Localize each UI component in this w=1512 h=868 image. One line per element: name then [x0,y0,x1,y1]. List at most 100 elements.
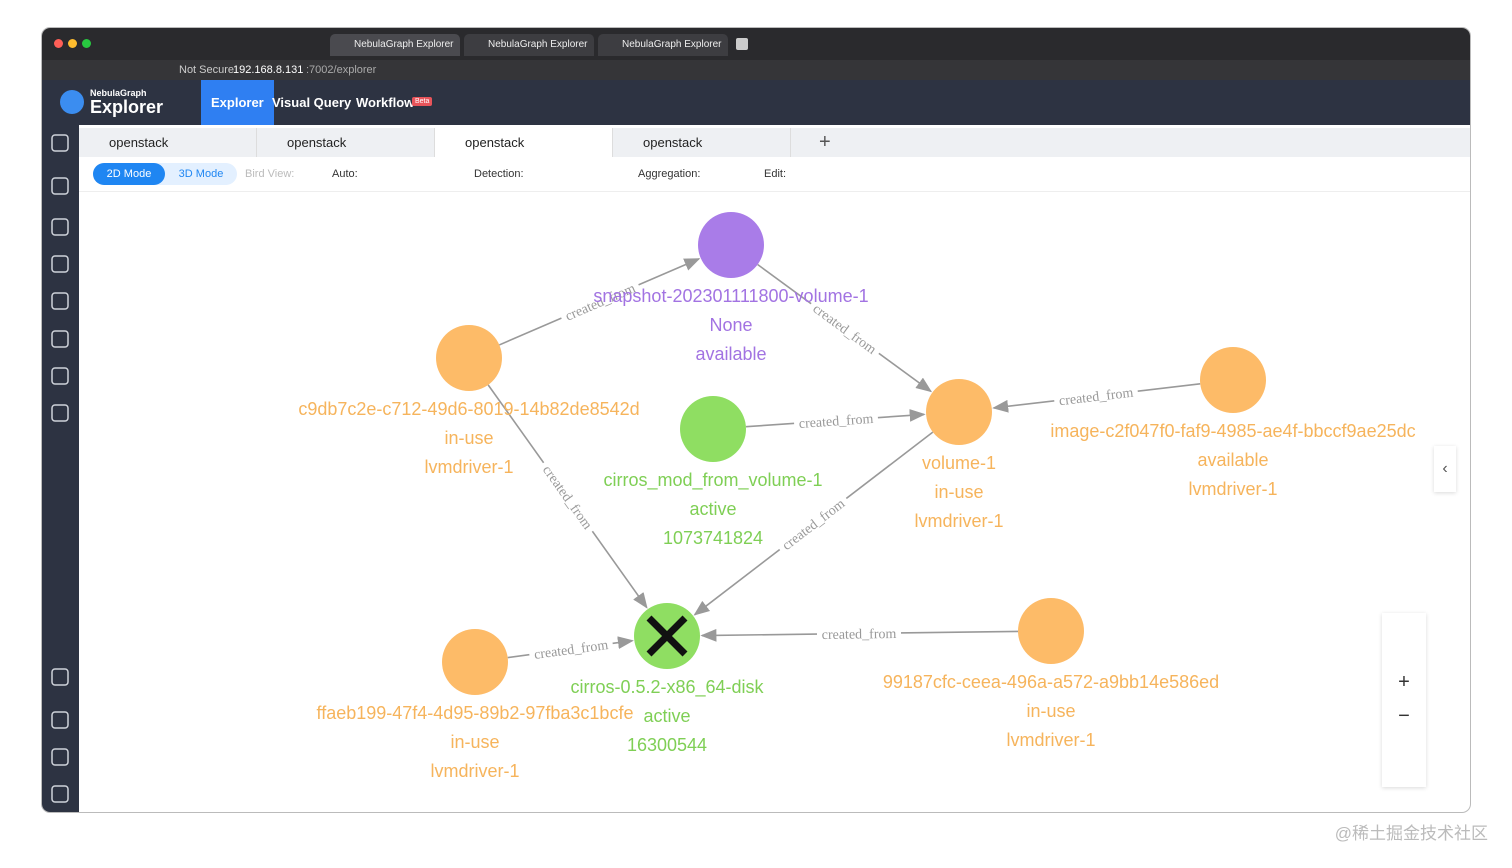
sidebar-icon[interactable] [51,255,69,273]
edge-label: created_from [810,302,879,358]
node [926,379,992,445]
node-label: in-use [1026,701,1075,721]
sidebar-icon[interactable] [51,668,69,686]
title-bar: NebulaGraph Explorer NebulaGraph Explore… [42,28,1470,60]
new-tab[interactable] [736,38,748,50]
node-label: lvmdriver-1 [914,511,1003,531]
node-label: 16300544 [627,735,707,755]
node [436,325,502,391]
node-label: cirros_mod_from_volume-1 [603,470,822,491]
edge-label-bg [1053,383,1139,409]
node-label: ffaeb199-47f4-4d95-89b2-97fba3c1bcfe [317,703,634,723]
security: Not Secure [179,64,235,76]
node-label: cirros-0.5.2-x86_64-disk [570,677,764,698]
nav-item[interactable]: Visual Query [272,95,352,110]
url-path[interactable]: :7002/explorer [306,64,377,76]
min-dot[interactable] [68,39,77,48]
node [698,212,764,278]
zoom-in[interactable]: + [1398,671,1410,693]
node-label: volume-1 [922,453,996,473]
edge-label-bg [793,409,879,432]
node-label: 99187cfc-ceea-496a-a572-a9bb14e586ed [883,672,1219,692]
edge-label-bg [537,458,599,536]
edge-label-bg [558,277,642,326]
edge-label-bg [816,624,902,643]
node-label: in-use [444,428,493,448]
edge-label: created_from [822,627,897,643]
close-dot[interactable] [54,39,63,48]
edge-label-bg [806,297,884,360]
tab-bar: openstack openstack openstack openstack … [79,128,1470,157]
node-label: lvmdriver-1 [1006,730,1095,750]
browser-tab[interactable]: NebulaGraph Explorer [330,34,460,56]
edge-label: created_from [539,463,595,533]
node-label: None [709,315,752,335]
detection-label: Detection: [474,168,524,180]
sidebar-icon[interactable] [51,404,69,422]
browser-tab[interactable]: NebulaGraph Explorer [598,34,728,56]
bird-view-label: Bird View: [245,168,295,180]
node [1018,598,1084,664]
edit-label: Edit: [764,168,787,180]
graph-tab[interactable]: openstack [435,128,613,157]
graph-tab[interactable]: openstack [613,128,791,157]
max-dot[interactable] [82,39,91,48]
sidebar-icon[interactable] [51,785,69,803]
url-host[interactable]: 192.168.8.131 [233,64,304,76]
selected-mark [646,615,688,657]
edge-label: created_from [780,496,848,553]
app-header: NebulaGraph Explorer Explorer Visual Que… [42,80,1470,125]
node-label: active [689,499,736,519]
node-label: active [643,706,690,726]
logo-small: NebulaGraph [90,88,147,98]
graph-tab[interactable]: openstack [257,128,435,157]
sidebar-icon[interactable] [51,330,69,348]
browser-window: NebulaGraph Explorer NebulaGraph Explore… [42,28,1470,812]
node-label: lvmdriver-1 [424,457,513,477]
node-label: in-use [934,482,983,502]
edge-label-bg [528,635,614,663]
sidebar-icon[interactable] [51,367,69,385]
node-label: image-c2f047f0-faf9-4985-ae4f-bbccf9ae25… [1050,421,1415,441]
node-label: snapshot-202301111800-volume-1 [593,286,868,306]
mode-2d[interactable]: 2D Mode [93,163,165,185]
sidebar-icon[interactable] [51,748,69,766]
edge-label-bg [774,492,852,556]
node [1200,347,1266,413]
edge-label: created_from [1058,386,1134,410]
node-label: in-use [450,732,499,752]
zoom-controls: + − [1382,613,1426,787]
node [680,396,746,462]
nav-item[interactable]: Workflow [356,95,415,110]
edge-label: created_from [798,412,874,432]
auto-label: Auto: [332,168,358,180]
node-label: available [695,344,766,364]
nav-item[interactable]: Explorer [201,80,274,125]
sidebar-icon[interactable] [51,134,69,152]
mode-3d[interactable]: 3D Mode [178,168,224,180]
aggregation-label: Aggregation: [638,168,701,180]
node-label: 1073741824 [663,528,763,548]
sidebar-icon[interactable] [51,177,69,195]
sidebar [42,125,79,812]
toolbar: 2D Mode 3D Mode Bird View: Auto: Detecti… [79,157,1470,192]
sidebar-icon[interactable] [51,292,69,310]
sidebar-icon[interactable] [51,218,69,236]
logo-icon [60,90,84,114]
panel-toggle[interactable]: ‹ [1434,446,1456,492]
address-bar: Not Secure 192.168.8.131 :7002/explorer [42,60,1470,81]
node-label: available [1197,450,1268,470]
beta-badge: Beta [412,97,433,106]
node-label: lvmdriver-1 [1188,479,1277,499]
node-label: c9db7c2e-c712-49d6-8019-14b82de8542d [298,399,639,419]
browser-tab[interactable]: NebulaGraph Explorer [464,34,594,56]
add-tab[interactable]: + [819,131,831,153]
node-label: lvmdriver-1 [430,761,519,781]
zoom-out[interactable]: − [1398,705,1410,727]
sidebar-icon[interactable] [51,711,69,729]
node [442,629,508,695]
logo: Explorer [90,97,164,117]
graph-tab[interactable]: openstack [79,128,257,157]
